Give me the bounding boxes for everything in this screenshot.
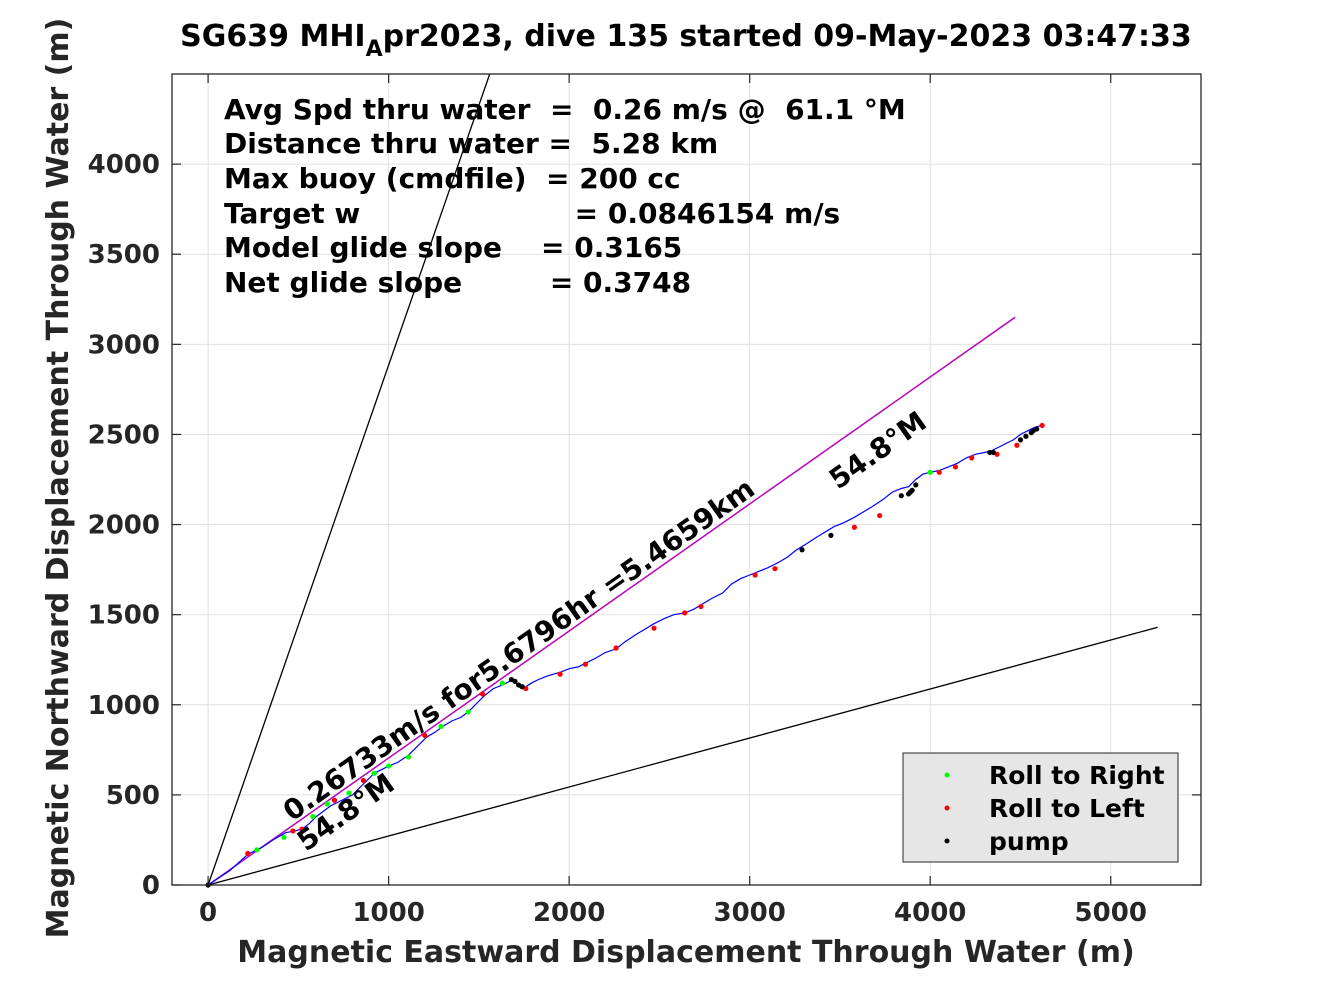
point [290, 828, 296, 834]
y-tick-label: 1000 [88, 691, 160, 721]
x-tick-label: 2000 [533, 898, 605, 928]
point [299, 826, 305, 832]
chart-title-main: SG639 MHI [180, 19, 365, 54]
point [927, 469, 933, 475]
point [331, 797, 338, 803]
point [1017, 437, 1024, 443]
point [651, 625, 657, 631]
heading-label-upper: 54.8°M [823, 405, 933, 496]
track-line [207, 424, 1043, 886]
stats-block: Avg Spd thru water = 0.26 m/s @ 61.1 °M … [224, 93, 906, 299]
point [799, 547, 805, 553]
point [346, 790, 352, 796]
x-axis-label: Magnetic Eastward Displacement Through W… [237, 935, 1134, 970]
point [990, 449, 996, 456]
point [828, 532, 834, 538]
chart-title: SG639 MHIApr2023, dive 135 started 09-Ma… [180, 19, 1192, 62]
plot-frame [171, 73, 1202, 886]
stat-line: Target w = 0.0846154 m/s [224, 197, 840, 230]
point [360, 777, 366, 784]
stat-line: Net glide slope = 0.3748 [224, 266, 691, 299]
point [682, 610, 688, 616]
markers [205, 422, 1045, 888]
legend-label: pump [989, 827, 1069, 856]
point [582, 661, 589, 667]
y-axis-label: Magnetic Northward Displacement Through … [41, 18, 76, 939]
point [371, 770, 377, 776]
y-tick-label: 3000 [88, 330, 160, 360]
point [987, 449, 993, 456]
stat-line: Distance thru water = 5.28 km [224, 127, 718, 160]
point [877, 512, 883, 519]
y-ticks: 0 500 1000 1500 2000 2500 3000 3500 4000 [88, 150, 1201, 901]
point [1039, 422, 1045, 429]
legend-marker-roll-left [944, 805, 950, 811]
point [254, 847, 260, 853]
point [1023, 433, 1029, 439]
point [698, 603, 704, 610]
legend-marker-roll-right [944, 772, 950, 778]
point [245, 850, 251, 857]
y-tick-label: 2500 [88, 420, 160, 450]
point [519, 684, 525, 690]
track [207, 424, 1043, 886]
point [324, 801, 330, 807]
x-tick-label: 3000 [713, 898, 785, 928]
stat-line: Model glide slope = 0.3165 [224, 231, 682, 264]
y-tick-label: 500 [106, 781, 160, 811]
point [1014, 442, 1020, 448]
x-tick-label: 4000 [894, 898, 966, 928]
x-ticks: 0 1000 2000 3000 4000 5000 [199, 74, 1147, 928]
y-tick-label: 3500 [88, 240, 160, 270]
point [405, 754, 412, 760]
x-tick-label: 5000 [1075, 898, 1147, 928]
reference-line [207, 316, 1016, 886]
grid [172, 74, 1201, 886]
point [499, 680, 505, 686]
stat-line: Avg Spd thru water = 0.26 m/s @ 61.1 °M [224, 93, 906, 126]
x-tick-label: 1000 [352, 898, 424, 928]
reference-line [207, 626, 1158, 886]
point [465, 709, 471, 715]
y-tick-label: 0 [142, 871, 160, 901]
point [752, 572, 758, 578]
point [969, 455, 975, 461]
point [898, 493, 904, 499]
point [1034, 426, 1040, 432]
point [772, 566, 778, 572]
chart-title-rest: pr2023, dive 135 started 09-May-2023 03:… [383, 19, 1192, 54]
legend-label: Roll to Left [989, 794, 1145, 823]
point [281, 834, 287, 840]
stat-line: Max buoy (cmdfile) = 200 cc [224, 162, 681, 195]
point [438, 723, 444, 730]
chart-title-sub: A [366, 37, 383, 62]
point [909, 487, 915, 493]
legend-label: Roll to Right [989, 761, 1165, 790]
point [310, 813, 316, 820]
point [557, 671, 563, 677]
y-tick-label: 2000 [88, 511, 160, 541]
x-tick-label: 0 [199, 898, 217, 928]
point [386, 763, 392, 769]
point [512, 678, 518, 684]
y-tick-label: 1500 [88, 601, 160, 631]
legend-marker-pump [944, 838, 950, 844]
point [851, 524, 857, 530]
legend: Roll to Right Roll to Left pump [902, 752, 1179, 863]
point [479, 691, 486, 697]
reference-line [207, 73, 491, 886]
reference-lines [207, 73, 1158, 886]
point [422, 732, 428, 739]
y-tick-label: 4000 [88, 150, 160, 180]
point [913, 482, 919, 488]
point [936, 469, 942, 475]
point [613, 645, 619, 651]
point [952, 464, 959, 470]
vector-label: 0.26733m/s for5.6796hr =5.4659km [277, 472, 761, 828]
